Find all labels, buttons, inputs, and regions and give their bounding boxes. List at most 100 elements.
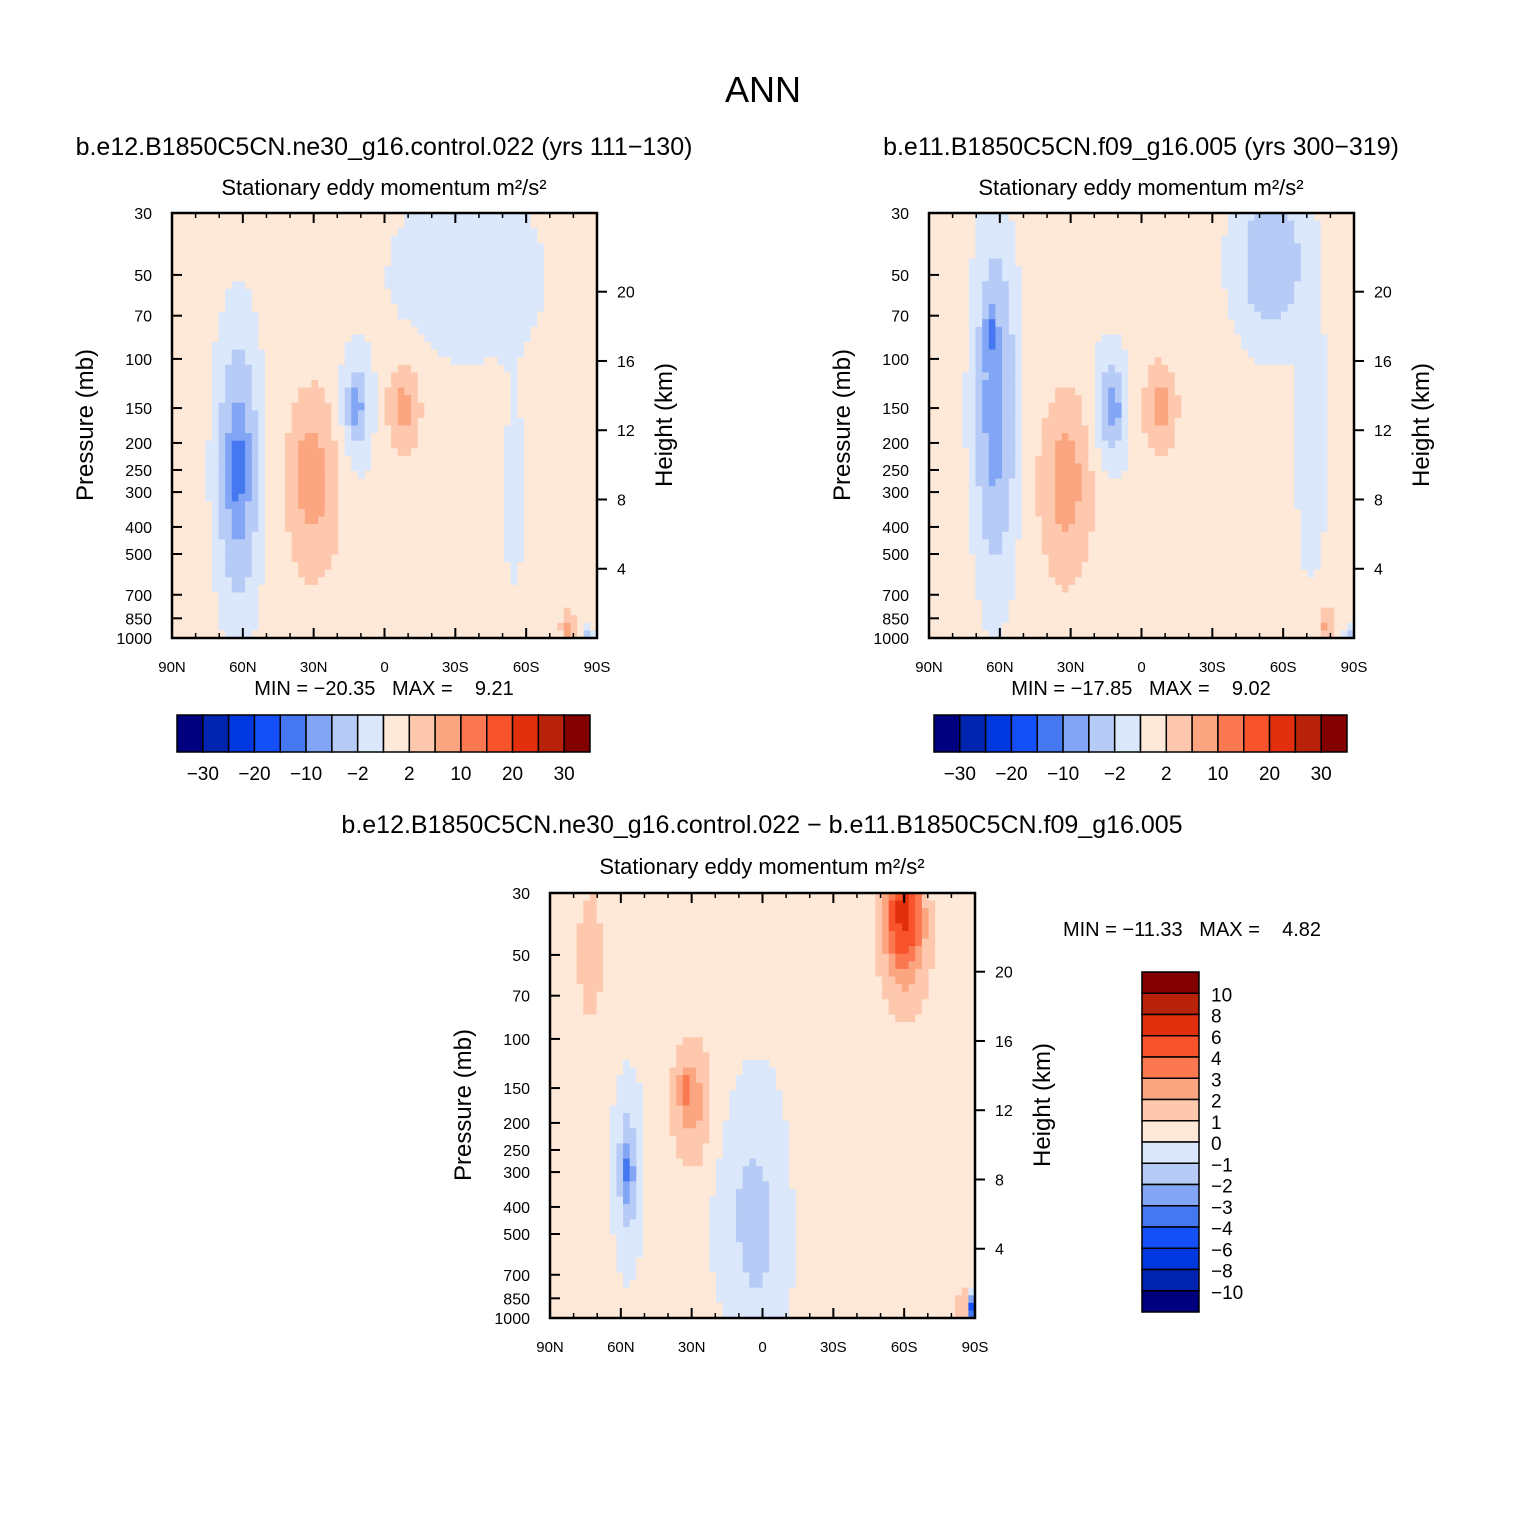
- field-cell: [251, 501, 259, 510]
- field-cell: [1227, 250, 1236, 260]
- field-cell: [384, 379, 392, 389]
- field-cell: [1041, 288, 1050, 298]
- field-cell: [304, 592, 313, 601]
- field-cell: [1187, 288, 1196, 298]
- field-cell: [1227, 258, 1236, 267]
- field-cell: [1055, 250, 1063, 260]
- field-cell: [185, 402, 193, 411]
- field-cell: [457, 524, 465, 533]
- field-cell: [331, 243, 339, 252]
- field-cell: [1267, 243, 1275, 252]
- field-cell: [238, 448, 246, 457]
- field-cell: [557, 516, 565, 525]
- field-cell: [523, 531, 532, 540]
- field-cell: [1234, 296, 1242, 305]
- field-cell: [371, 471, 379, 480]
- field-cell: [377, 228, 386, 237]
- field-cell: [543, 342, 552, 351]
- field-cell: [962, 213, 970, 222]
- field-cell: [577, 250, 585, 260]
- field-cell: [191, 342, 200, 351]
- field-cell: [557, 357, 565, 366]
- field-cell: [1254, 213, 1262, 222]
- field-cell: [1068, 228, 1076, 237]
- field-cell: [962, 357, 970, 366]
- field-cell: [563, 562, 572, 571]
- field-cell: [563, 516, 572, 525]
- field-cell: [477, 364, 485, 373]
- field-cell: [570, 228, 578, 237]
- field-cell: [484, 319, 492, 328]
- field-cell: [364, 478, 372, 487]
- field-cell: [1141, 243, 1149, 252]
- field-cell: [450, 546, 459, 556]
- field-cell: [1174, 304, 1182, 313]
- field-cell: [178, 524, 186, 533]
- field-cell: [1161, 311, 1169, 320]
- field-cell: [1181, 281, 1189, 290]
- figure-title: ANN: [725, 69, 801, 110]
- field-cell: [1280, 220, 1289, 229]
- field-cell: [477, 562, 485, 571]
- field-cell: [437, 569, 445, 578]
- field-cell: [205, 577, 213, 586]
- field-cell: [1300, 281, 1309, 290]
- field-cell: [942, 357, 950, 366]
- field-cell: [211, 235, 220, 244]
- field-cell: [264, 440, 273, 449]
- field-cell: [185, 433, 193, 442]
- field-cell: [437, 311, 445, 320]
- field-cell: [1334, 311, 1342, 320]
- field-cell: [430, 592, 439, 601]
- field-cell: [1055, 319, 1063, 328]
- field-cell: [284, 372, 293, 381]
- field-cell: [225, 349, 233, 358]
- field-cell: [324, 622, 332, 632]
- field-cell: [424, 615, 432, 624]
- field-cell: [450, 228, 459, 237]
- field-cell: [583, 342, 591, 351]
- field-cell: [191, 296, 200, 305]
- field-cell: [404, 387, 412, 396]
- field-cell: [975, 250, 983, 260]
- field-cell: [504, 569, 512, 578]
- field-cell: [1008, 281, 1016, 290]
- field-cell: [995, 326, 1003, 336]
- field-cell: [437, 387, 445, 396]
- field-cell: [218, 342, 226, 351]
- field-cell: [1187, 296, 1196, 305]
- field-cell: [238, 266, 246, 275]
- field-cell: [278, 395, 286, 404]
- field-cell: [1161, 326, 1169, 336]
- panel-a-field: [172, 213, 598, 639]
- field-cell: [1214, 342, 1222, 351]
- field-cell: [583, 334, 591, 343]
- field-cell: [364, 296, 372, 305]
- field-cell: [490, 531, 498, 540]
- field-cell: [291, 395, 299, 404]
- field-cell: [1347, 258, 1355, 267]
- field-cell: [225, 417, 233, 427]
- field-cell: [318, 622, 326, 632]
- field-cell: [470, 228, 479, 237]
- field-cell: [231, 334, 240, 343]
- field-cell: [1114, 349, 1123, 358]
- field-cell: [464, 213, 472, 222]
- field-cell: [523, 524, 532, 533]
- field-cell: [464, 463, 472, 472]
- field-cell: [1075, 228, 1083, 237]
- field-cell: [962, 220, 970, 229]
- field-cell: [351, 334, 359, 343]
- field-cell: [583, 372, 591, 381]
- field-cell: [510, 342, 518, 351]
- field-cell: [397, 508, 406, 518]
- field-cell: [470, 243, 479, 252]
- field-cell: [437, 463, 445, 472]
- field-cell: [185, 516, 193, 525]
- field-cell: [384, 584, 392, 594]
- field-cell: [1108, 228, 1116, 237]
- field-cell: [975, 304, 983, 313]
- field-cell: [1320, 220, 1329, 229]
- field-cell: [1320, 266, 1329, 275]
- field-cell: [929, 213, 937, 222]
